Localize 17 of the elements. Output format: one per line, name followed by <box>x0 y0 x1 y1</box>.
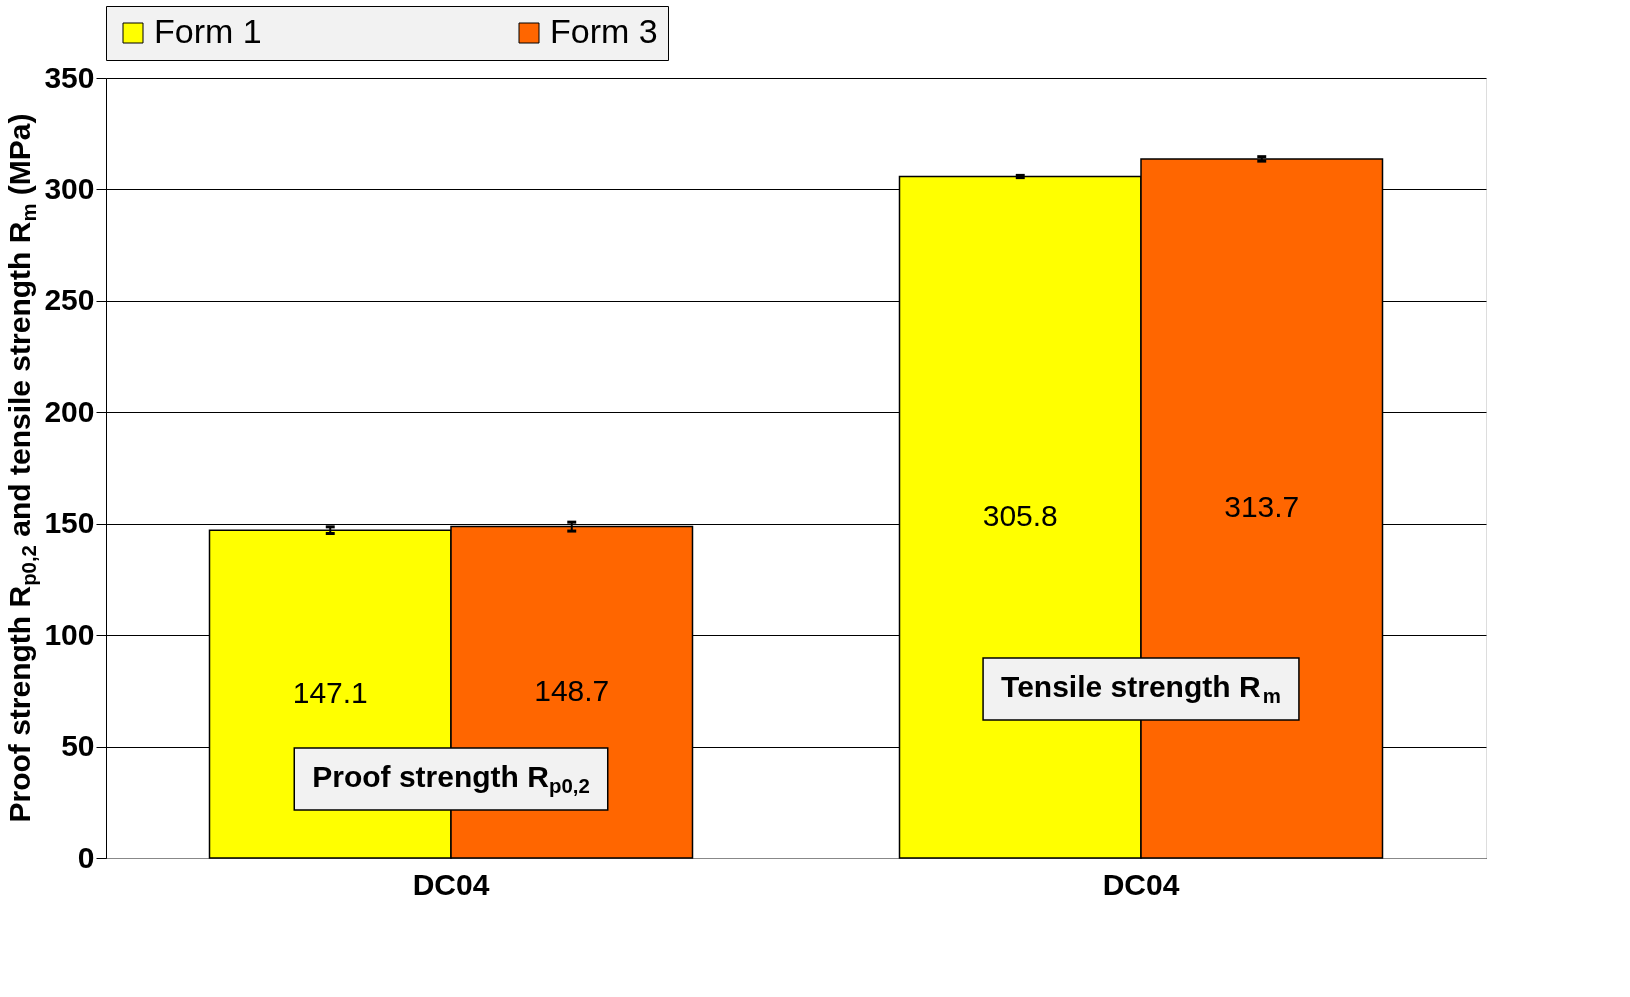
legend-label: Form 3 <box>550 12 658 50</box>
y-tick-label: 200 <box>44 394 95 428</box>
y-tick-label: 100 <box>44 617 95 651</box>
data-label: 305.8 <box>982 499 1058 533</box>
data-label: 147.1 <box>292 676 368 710</box>
y-tick-label: 350 <box>44 60 95 94</box>
data-label: 313.7 <box>1224 490 1300 524</box>
y-tick-label: 50 <box>61 729 95 763</box>
x-tick-label: DC04 <box>412 867 490 901</box>
y-tick-label: 0 <box>77 840 95 874</box>
y-axis-title: Proof strength Rp0,2 and tensile strength Rm (MPa) <box>3 113 40 823</box>
data-label: 148.7 <box>534 674 610 708</box>
y-tick-label: 250 <box>44 283 95 317</box>
legend-label: Form 1 <box>154 12 262 50</box>
y-tick-label: 300 <box>44 171 95 205</box>
y-tick-label: 150 <box>44 506 95 540</box>
x-tick-label: DC04 <box>1102 867 1180 901</box>
